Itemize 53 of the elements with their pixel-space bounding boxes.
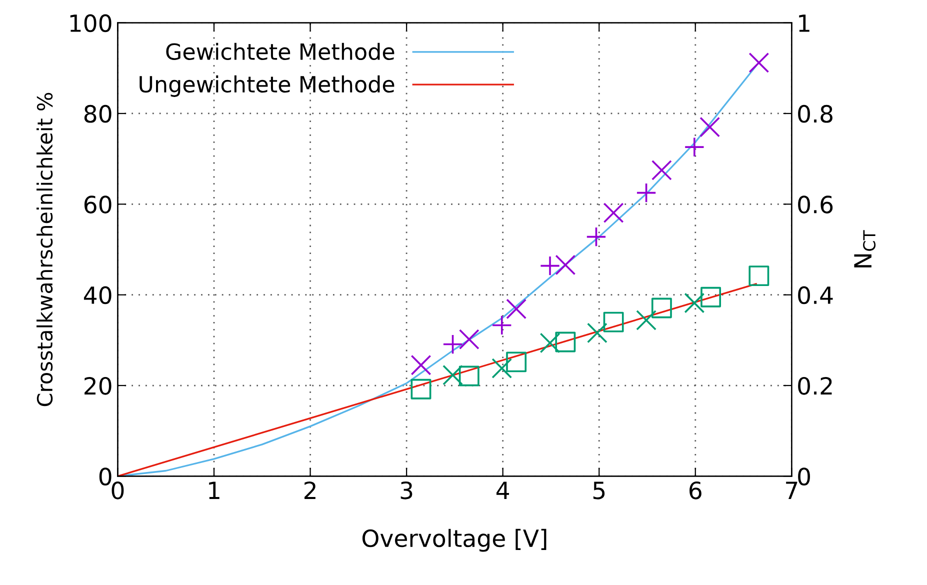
point — [555, 332, 576, 352]
point — [555, 254, 576, 276]
y-tick-label: 40 — [84, 286, 112, 304]
point — [442, 334, 463, 354]
point — [506, 298, 527, 320]
point — [684, 292, 705, 314]
x-tick-label: 1 — [209, 482, 220, 499]
point — [540, 332, 560, 354]
x-tick-label: 7 — [786, 482, 798, 499]
point — [651, 160, 672, 180]
legend-label: Gewichtete Methode — [166, 42, 394, 60]
point — [586, 226, 606, 248]
point — [636, 310, 657, 330]
point — [442, 364, 463, 386]
point — [651, 298, 672, 318]
point — [586, 322, 608, 344]
point — [492, 358, 512, 379]
y2-tick-label: 0.4 — [798, 286, 833, 304]
point — [603, 202, 624, 223]
point — [700, 116, 720, 138]
x-tick-label: 2 — [304, 481, 316, 499]
y-tick-label: 60 — [84, 196, 112, 214]
y-tick-label: 100 — [70, 14, 112, 32]
point — [410, 378, 432, 400]
x-tick-label: 5 — [593, 482, 605, 500]
x-tick-label: 3 — [400, 481, 412, 500]
point — [748, 52, 770, 73]
point — [492, 314, 512, 336]
y2-tick-label: 0.2 — [798, 376, 832, 395]
y-tick-label: 20 — [84, 376, 112, 395]
x-tick-label: 4 — [496, 482, 510, 499]
point — [506, 352, 527, 372]
legend-label: Ungewichtete Methode — [140, 75, 394, 97]
y2-tick-label: 0.6 — [798, 196, 833, 214]
y-axis-title: Crosstalkwahrscheinlichkeit % — [36, 92, 53, 406]
point — [748, 266, 770, 286]
point — [410, 354, 432, 376]
point — [458, 366, 480, 386]
point — [636, 182, 657, 204]
x-axis-title: Overvoltage [V] — [362, 528, 546, 552]
point — [684, 136, 705, 158]
x-tick-label: 0 — [112, 481, 124, 500]
y2-tick-label: 0.8 — [798, 104, 832, 123]
y-tick-label: 0 — [99, 468, 112, 486]
x-tick-label: 6 — [690, 481, 702, 500]
y2-tick-label: 0 — [798, 468, 810, 486]
point — [603, 312, 624, 332]
point — [458, 329, 480, 350]
y2-tick-label: 1 — [799, 14, 810, 32]
point — [700, 286, 722, 308]
point — [540, 256, 560, 276]
y2-axis-title: N$_{CT}$ — [854, 230, 876, 268]
y-tick-label: 80 — [84, 104, 112, 123]
